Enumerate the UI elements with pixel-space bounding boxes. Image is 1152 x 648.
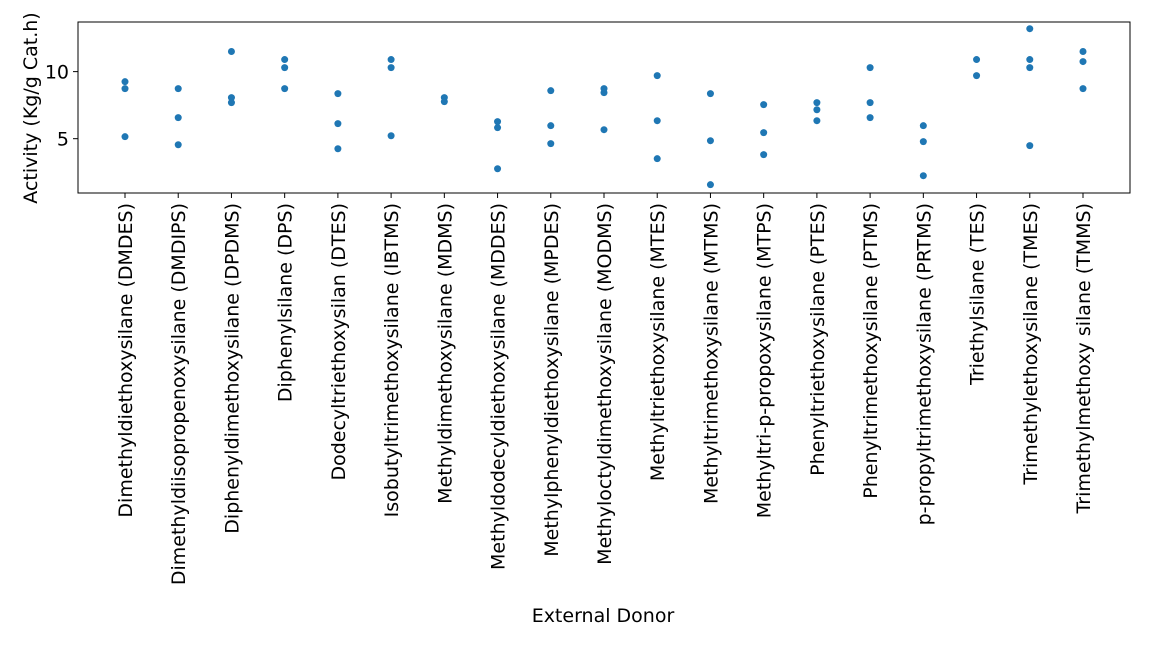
x-tick-label: Methyldimethoxysilane (MDMS) (434, 203, 456, 504)
point (706, 181, 714, 189)
point (227, 94, 235, 102)
point (494, 165, 502, 173)
x-tick-label: Phenyltriethoxysilane (PTES) (807, 203, 829, 476)
point (121, 133, 129, 141)
x-tick-label: Diphenylsilane (DPS) (275, 203, 297, 402)
point (600, 89, 608, 97)
point (281, 64, 289, 72)
point (653, 72, 661, 80)
x-tick-label: p-propyltrimethoxysilane (PRTMS) (913, 203, 935, 525)
x-tick-label: Methylphenyldiethoxysilane (MPDES) (541, 203, 563, 557)
point (919, 122, 927, 130)
point (494, 118, 502, 126)
point (813, 106, 821, 114)
x-tick-label: Triethylsilane (TES) (967, 203, 989, 386)
point (547, 122, 555, 130)
point (494, 124, 502, 132)
point (334, 145, 342, 153)
point (281, 85, 289, 93)
point (174, 141, 182, 149)
point (706, 90, 714, 98)
point (706, 137, 714, 145)
x-tick-label: Dimethyldiethoxysilane (DMDES) (115, 203, 137, 518)
point (281, 56, 289, 64)
point (387, 64, 395, 72)
x-tick-label: Methyldodecyldiethoxysilane (MDDES) (488, 203, 510, 570)
y-tick-label: 10 (45, 62, 69, 84)
point (440, 98, 448, 106)
point (1026, 142, 1034, 150)
x-tick-label: Methyltrimethoxysilane (MTMS) (700, 203, 722, 504)
point (866, 99, 874, 107)
point (1079, 85, 1087, 93)
x-tick-label: Trimethylmethoxy silane (TMMS) (1073, 203, 1095, 515)
point (1026, 64, 1034, 72)
point (174, 85, 182, 93)
point (919, 138, 927, 146)
point (653, 117, 661, 125)
point (1079, 58, 1087, 66)
point (760, 151, 768, 159)
x-tick-label: Phenyltrimethoxysilane (PTMS) (860, 203, 882, 499)
point (813, 99, 821, 107)
point (1079, 48, 1087, 56)
point (547, 140, 555, 148)
point (1026, 25, 1034, 33)
point (973, 72, 981, 80)
point (121, 85, 129, 93)
point (227, 99, 235, 107)
x-axis-label: External Donor (532, 605, 675, 627)
x-tick-label: Methyltri-p-propoxysilane (MTPS) (754, 203, 776, 518)
point (387, 56, 395, 64)
x-tick-label: Trimethylethoxysilane (TMES) (1020, 203, 1042, 486)
point (866, 114, 874, 122)
x-tick-label: Dodecyltriethoxysilan (DTES) (328, 203, 350, 481)
x-tick-label: Isobutyltrimethoxysilane (IBTMS) (381, 203, 403, 517)
x-tick-label: Methyltriethoxysilane (MTES) (647, 203, 669, 481)
y-tick-label: 5 (57, 129, 69, 151)
x-tick-label: Diphenyldimethoxysilane (DPDMS) (221, 203, 243, 534)
point (919, 172, 927, 180)
point (334, 90, 342, 98)
point (121, 78, 129, 86)
point (174, 114, 182, 122)
point (1026, 56, 1034, 64)
point (387, 132, 395, 140)
point (653, 155, 661, 163)
x-tick-label: Methyloctyldimethoxysilane (MODMS) (594, 203, 616, 565)
point (334, 120, 342, 128)
point (760, 129, 768, 137)
point (973, 56, 981, 64)
point (866, 64, 874, 72)
plot-frame (77, 21, 1131, 194)
point (760, 101, 768, 109)
point (547, 87, 555, 95)
y-axis-label: Activity (Kg/g Cat.h) (20, 12, 42, 203)
point (600, 126, 608, 134)
x-tick-label: Dimethyldiisopropenoxysilane (DMDIPS) (168, 203, 190, 585)
point (813, 117, 821, 125)
point (227, 48, 235, 56)
